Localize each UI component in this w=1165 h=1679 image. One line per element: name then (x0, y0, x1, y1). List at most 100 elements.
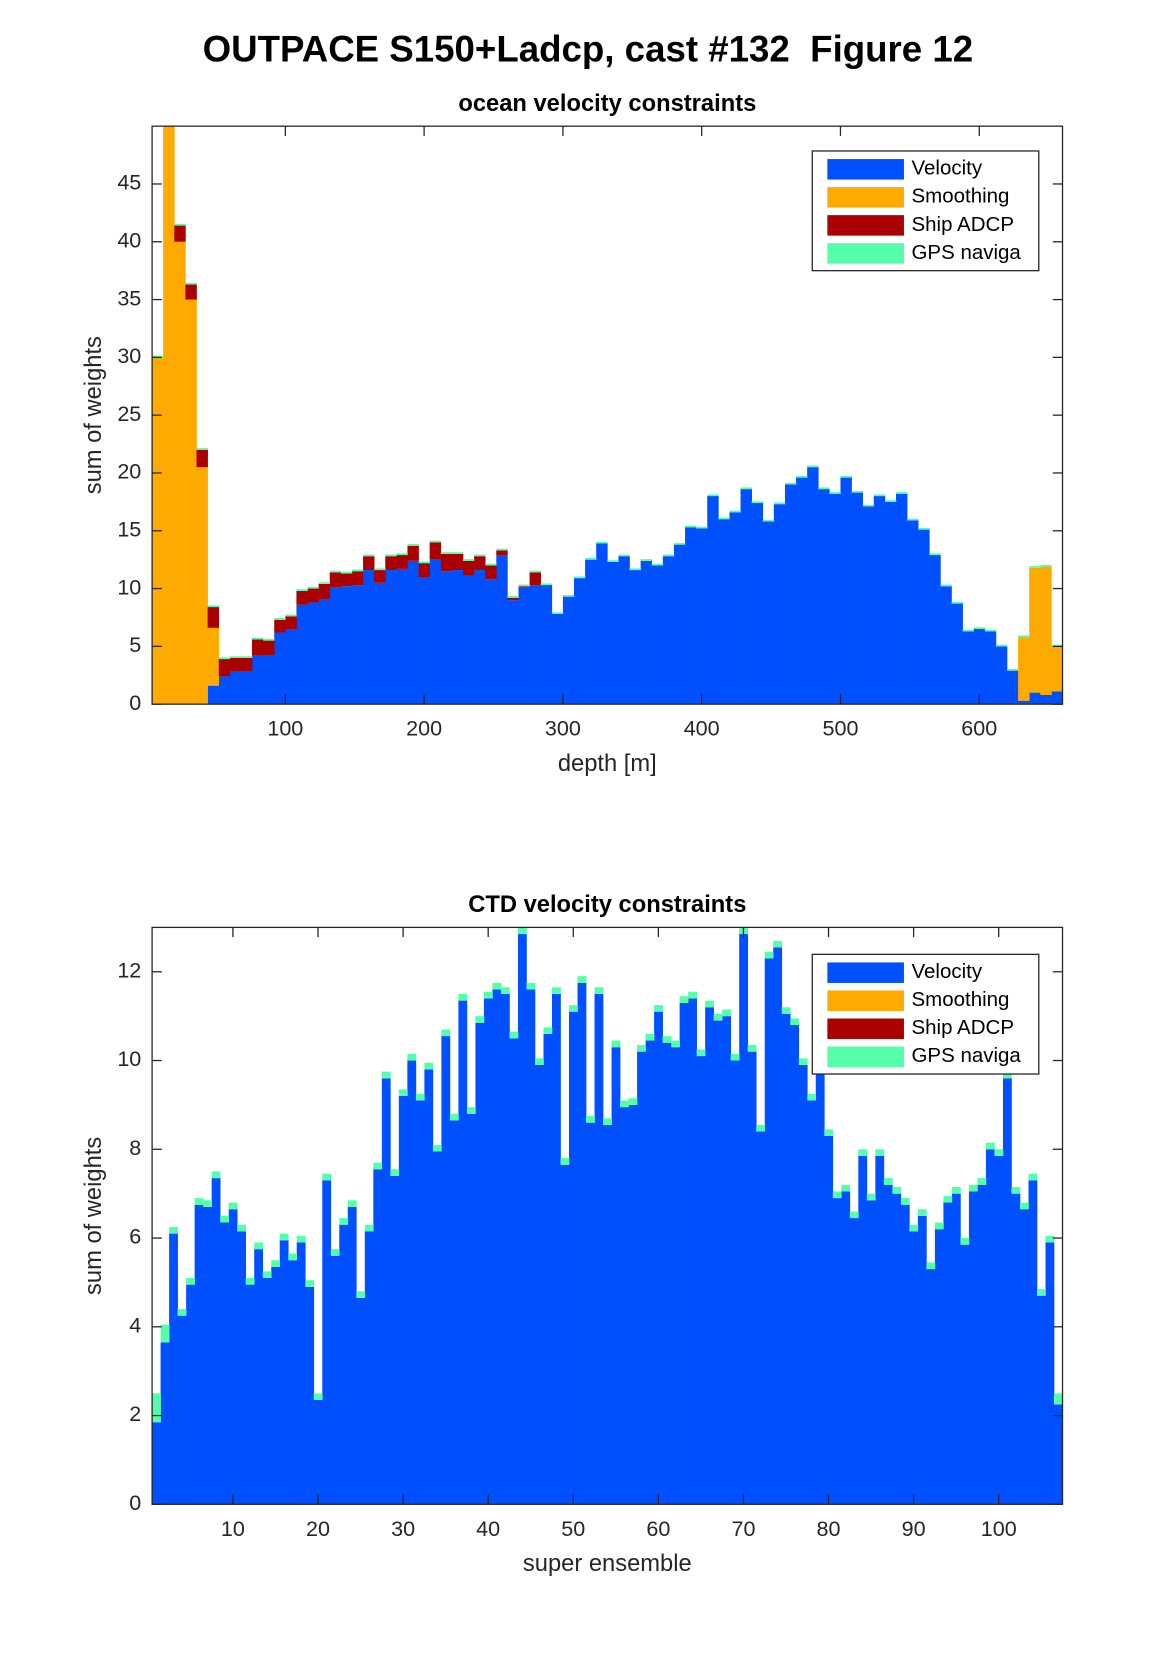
bar-segment (917, 1215, 927, 1505)
bar-segment (373, 1169, 383, 1505)
bar-segment (685, 525, 697, 528)
bar-segment (396, 553, 408, 556)
bar-segment (718, 517, 730, 520)
bar-segment (1045, 1242, 1055, 1505)
x-tick-label: 10 (221, 1516, 245, 1541)
bar-segment (207, 607, 220, 628)
bar-segment (773, 947, 783, 1505)
x-tick-label: 100 (267, 716, 303, 741)
bar-segment (174, 223, 186, 226)
bar-segment (873, 496, 886, 705)
bar-segment (418, 577, 430, 705)
bar-segment (892, 1187, 902, 1194)
bar-segment (603, 1124, 612, 1505)
bar-segment (973, 629, 986, 705)
bar-segment (705, 1000, 714, 1008)
y-tick-label: 35 (117, 285, 141, 310)
x-tick-label: 50 (561, 1516, 585, 1541)
bar-segment (824, 1129, 834, 1136)
bar-segment (1007, 668, 1019, 671)
bar-segment (1040, 564, 1052, 567)
bar-segment (995, 644, 1008, 647)
bar-segment (451, 552, 464, 554)
bar-segment (645, 1040, 655, 1505)
legend-swatch (827, 215, 904, 236)
bar-segment (798, 1064, 808, 1505)
bar-segment (240, 657, 253, 672)
bar-segment (951, 1187, 961, 1194)
bar-segment (254, 1249, 264, 1505)
bar-segment (518, 586, 530, 588)
bar-segment (594, 993, 604, 1505)
x-axis-label: depth [m] (558, 751, 657, 777)
bar-segment (662, 556, 675, 705)
y-tick-label: 20 (117, 459, 141, 484)
bar-segment (688, 991, 697, 999)
bar-segment (1036, 1289, 1046, 1296)
x-tick-label: 400 (684, 716, 720, 741)
bar-segment (943, 1202, 953, 1505)
bar-segment (918, 527, 930, 530)
bar-segment (152, 1393, 161, 1423)
bar-segment (407, 560, 419, 705)
x-tick-label: 30 (391, 1516, 415, 1541)
bar-segment (747, 1051, 757, 1505)
bar-segment (474, 554, 486, 557)
bar-segment (485, 565, 497, 580)
bar-segment (917, 1209, 927, 1216)
bar-segment (483, 998, 493, 1505)
bar-segment (415, 1093, 425, 1101)
bar-segment (1036, 1295, 1046, 1505)
bar-segment (586, 1122, 595, 1505)
bar-segment (240, 656, 253, 658)
bar-segment (509, 1031, 519, 1039)
bar-segment (1028, 1173, 1038, 1181)
bar-segment (994, 1149, 1004, 1156)
bar-segment (169, 1233, 178, 1505)
legend-label: Velocity (912, 960, 983, 983)
legend-label: Smoothing (912, 185, 1010, 208)
legend-label: Velocity (912, 157, 983, 180)
bar-segment (432, 1144, 442, 1152)
bar-segment (637, 1051, 646, 1505)
bar-segment (186, 1277, 195, 1285)
bar-segment (985, 1149, 995, 1505)
bar-segment (773, 502, 786, 505)
bar-segment (815, 1069, 825, 1505)
bar-segment (907, 520, 919, 705)
bar-segment (829, 492, 841, 494)
y-tick-label: 45 (117, 170, 141, 195)
bar-segment (960, 1244, 970, 1505)
bar-segment (929, 555, 941, 705)
bar-segment (279, 1233, 289, 1241)
bar-segment (607, 561, 619, 705)
bar-segment (462, 559, 475, 561)
bar-segment (603, 1118, 612, 1125)
bar-segment (645, 1033, 655, 1041)
bar-segment (585, 559, 597, 705)
bar-segment (220, 1222, 229, 1505)
bar-segment (962, 629, 975, 632)
bar-segment (1019, 1202, 1029, 1210)
bar-segment (818, 489, 830, 705)
bar-segment (429, 559, 442, 705)
bar-segment (866, 1193, 876, 1201)
bar-segment (363, 556, 375, 571)
bar-segment (1029, 692, 1041, 705)
bar-segment (152, 355, 164, 358)
bar-segment (329, 587, 342, 705)
bar-segment (347, 1200, 357, 1207)
bar-segment (407, 545, 419, 561)
bar-segment (252, 639, 264, 656)
bar-segment (773, 504, 786, 705)
bar-segment (185, 284, 197, 300)
bar-segment (263, 655, 275, 705)
y-tick-label: 10 (117, 574, 141, 599)
bar-segment (951, 601, 963, 604)
legend-label: Ship ADCP (912, 213, 1015, 236)
bar-segment (374, 568, 386, 571)
bar-segment (960, 1238, 970, 1245)
bar-segment (485, 563, 497, 566)
legend-swatch (827, 1018, 904, 1039)
